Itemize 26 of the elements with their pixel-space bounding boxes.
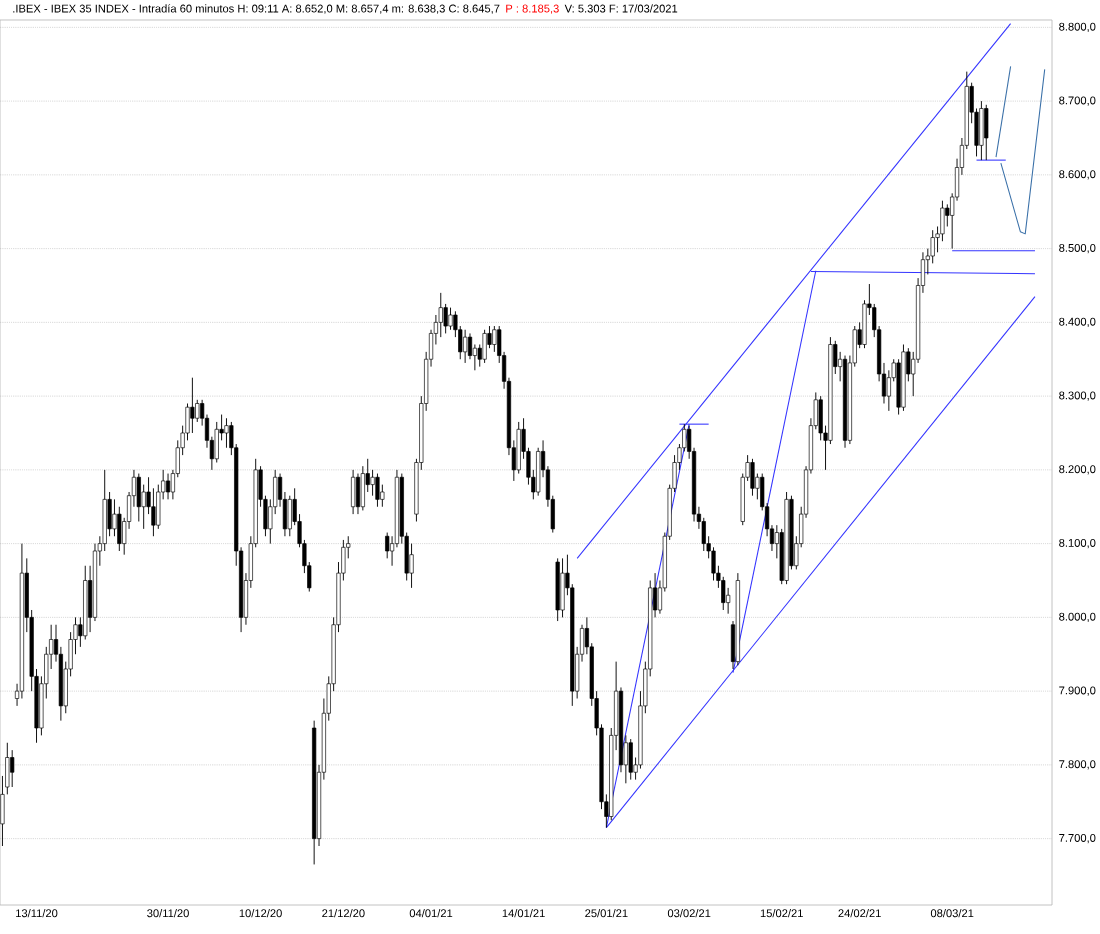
x-tick-label: 21/12/20	[322, 908, 365, 918]
y-tick-label: 7.900,0	[1059, 686, 1096, 696]
text: V: 5.303 F: 17/03/2021	[564, 4, 678, 13]
y-tick-label: 8.800,0	[1059, 22, 1096, 32]
y-tick-label: 8.200,0	[1059, 465, 1096, 475]
chart-title: .IBEX - IBEX 35 INDEX - Intradía 60 minutos H: 09:11 A: 8.652,0 M: 8.657,4 m: 8.638,3 C: 8.645,7	[13, 4, 500, 14]
y-tick-label: 8.500,0	[1059, 244, 1096, 254]
y-tick-label: 8.000,0	[1059, 612, 1096, 622]
text: P : 8.185,3	[506, 4, 559, 14]
x-tick-label: 13/11/20	[16, 908, 58, 918]
x-tick-label: 03/02/21	[667, 908, 711, 918]
x-tick-label: 15/02/21	[760, 908, 803, 918]
y-tick-label: 8.700,0	[1059, 96, 1096, 106]
y-tick-label: 8.400,0	[1059, 317, 1096, 327]
y-tick-label: 8.300,0	[1059, 391, 1096, 401]
x-tick-label: 25/01/21	[585, 908, 628, 918]
x-tick-label: 30/11/20	[147, 908, 189, 918]
y-tick-label: 7.800,0	[1059, 760, 1096, 770]
y-tick-label: 8.100,0	[1059, 539, 1096, 549]
y-tick-label: 7.700,0	[1059, 834, 1096, 844]
x-tick-label: 24/02/21	[838, 908, 881, 918]
y-tick-label: 8.600,0	[1059, 170, 1096, 180]
x-tick-label: 08/03/21	[930, 908, 974, 918]
x-tick-label: 14/01/21	[502, 908, 545, 918]
x-tick-label: 10/12/20	[239, 908, 282, 918]
x-tick-label: 04/01/21	[409, 908, 453, 918]
